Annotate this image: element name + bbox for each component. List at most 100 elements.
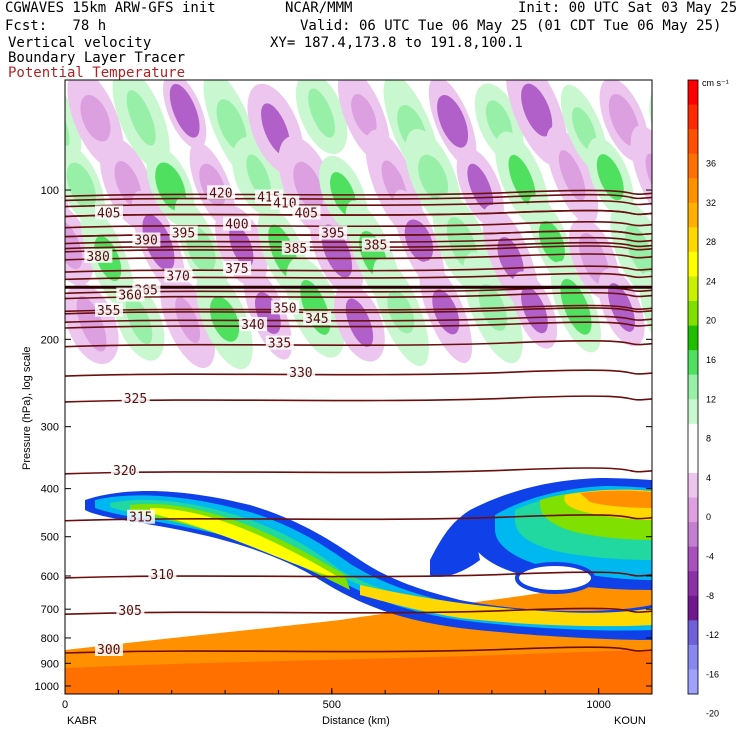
- y-tick-label: 300: [41, 422, 59, 434]
- colorbar-label: 0: [706, 512, 711, 522]
- colorbar-swatch: [688, 620, 698, 646]
- theta-contour-label: 320: [113, 464, 136, 479]
- colorbar-swatch: [688, 423, 698, 449]
- colorbar-swatch: [688, 571, 698, 597]
- theta-contour: [65, 646, 652, 654]
- x-axis-title: Distance (km): [322, 715, 390, 727]
- colorbar-label: 4: [706, 473, 711, 483]
- colorbar-swatch: [688, 374, 698, 400]
- theta-label-bg: [121, 390, 150, 405]
- x-tick-label: 500: [323, 699, 341, 711]
- y-axis: 100 200 300 400 500 600 700 800 900 1000: [35, 185, 652, 693]
- colorbar-swatch: [688, 472, 698, 499]
- colorbar-swatch: [688, 227, 698, 253]
- velocity-blob-core: [246, 154, 271, 199]
- colorbar-label: 16: [706, 355, 716, 365]
- colorbar-label: 24: [706, 276, 716, 286]
- theta-contour: [65, 307, 652, 315]
- colorbar-label: 20: [706, 316, 716, 326]
- field-potential-temperature: Potential Temperature: [8, 65, 186, 81]
- velocity-blob-core: [76, 296, 107, 352]
- theta-contour-label: 335: [268, 337, 291, 352]
- boundary-layer-tracer: [65, 478, 652, 694]
- velocity-blob-core: [351, 94, 377, 136]
- colorbar-label: -12: [706, 630, 719, 640]
- velocity-blob: [728, 181, 740, 306]
- velocity-blob: [0, 73, 44, 169]
- theta-contour-label: 305: [118, 604, 141, 619]
- theta-contour: [65, 304, 652, 313]
- colorbar-swatch: [688, 276, 698, 302]
- forecast-hour: Fcst: 78 h: [5, 18, 107, 34]
- theta-contour: [65, 467, 652, 475]
- x-axis: 0 500 1000: [62, 688, 611, 711]
- colorbar-frame: [687, 79, 699, 695]
- theta-contour-label: 370: [166, 269, 189, 284]
- velocity-blob-core: [80, 94, 111, 142]
- x-tick-label: 0: [62, 699, 68, 711]
- theta-contour: [65, 199, 652, 208]
- y-tick-label: 700: [41, 604, 59, 616]
- colorbar-label: -16: [706, 669, 719, 679]
- colorbar-swatch: [688, 350, 698, 376]
- theta-label-bg: [95, 205, 124, 220]
- plot-frame: [64, 79, 653, 695]
- theta-contour: [65, 321, 652, 329]
- velocity-blob: [720, 272, 740, 360]
- colorbar-label: 28: [706, 237, 716, 247]
- y-tick-label: 200: [41, 334, 59, 346]
- valid-time: Valid: 06 UTC Tue 06 May 25 (01 CDT Tue …: [300, 18, 722, 34]
- init-time: Init: 00 UTC Sat 03 May 25: [518, 0, 738, 16]
- theta-contour-label: 405: [294, 206, 317, 221]
- theta-label-bg: [95, 641, 124, 656]
- x-tick-label: 1000: [586, 699, 610, 711]
- x-label-left-station: KABR: [67, 715, 97, 727]
- y-tick-label: 100: [41, 185, 59, 197]
- velocity-blob-core: [521, 83, 553, 137]
- theta-contour-label: 350: [273, 301, 296, 316]
- colorbar-label: 12: [706, 394, 716, 404]
- theta-contour: [65, 291, 652, 300]
- field-boundary-layer-tracer: Boundary Layer Tracer: [8, 50, 186, 66]
- theta-contour-label: 410: [273, 197, 296, 212]
- theta-label-bg: [292, 205, 321, 220]
- velocity-blob: [692, 196, 740, 308]
- theta-contour-label: 315: [129, 511, 152, 526]
- vertical-velocity-streaks: [0, 73, 740, 370]
- theta-contour-label: 395: [321, 227, 344, 242]
- velocity-blob-core: [308, 88, 335, 138]
- theta-label-bg: [271, 300, 300, 315]
- velocity-blob-core: [418, 154, 449, 201]
- model-title: CGWAVES 15km ARW-GFS init: [5, 0, 216, 16]
- velocity-blob-core: [169, 83, 200, 138]
- theta-contour: [65, 340, 652, 348]
- colorbar-label: 36: [706, 159, 716, 169]
- velocity-blob-core: [558, 150, 586, 201]
- colorbar-swatch: [688, 546, 698, 572]
- velocity-blob-core: [437, 95, 469, 148]
- colorbar-swatch: [688, 251, 698, 277]
- colorbar-label: -20: [706, 709, 719, 719]
- colorbar-label: 8: [706, 434, 711, 444]
- colorbar-swatch: [688, 448, 698, 474]
- theta-contour-label: 380: [86, 250, 109, 265]
- colorbar-swatch: [688, 301, 698, 327]
- theta-contour: [65, 571, 652, 579]
- theta-contour-label: 405: [97, 206, 120, 221]
- theta-label-bg: [111, 462, 140, 477]
- colorbar-swatch: [688, 669, 698, 695]
- theta-label-bg: [116, 603, 145, 618]
- colorbar-swatch: [688, 522, 698, 548]
- theta-contour-label: 375: [225, 262, 248, 277]
- y-tick-label: 600: [41, 571, 59, 583]
- theta-label-bg: [116, 287, 145, 302]
- velocity-blob: [704, 121, 740, 235]
- theta-contour: [65, 607, 652, 616]
- theta-label-bg: [271, 195, 300, 210]
- theta-contour-label: 360: [118, 289, 141, 304]
- theta-contour-label: 385: [364, 239, 387, 254]
- colorbar-swatch: [688, 644, 698, 670]
- colorbar-swatch: [688, 178, 698, 204]
- theta-label-bg: [281, 240, 310, 255]
